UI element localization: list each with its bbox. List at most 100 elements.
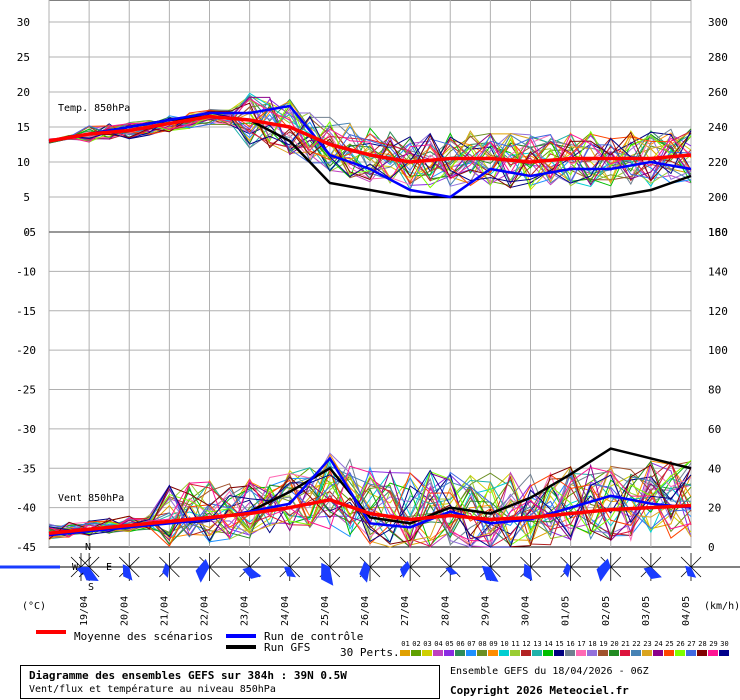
footer-copyright: Copyright 2026 Meteociel.fr [450, 684, 629, 697]
pert-legend-number: 16 [566, 640, 575, 648]
pert-legend-item: 20 [609, 640, 620, 660]
pert-legend-item: 28 [697, 640, 708, 660]
pert-legend-swatch [499, 650, 509, 656]
date-label: 25/04 [320, 596, 331, 626]
pert-legend-item: 15 [554, 640, 565, 660]
legend-gfs-label: Run GFS [264, 641, 311, 654]
date-label: 24/04 [280, 596, 291, 626]
pert-legend-swatch [708, 650, 718, 656]
pert-legend-swatch [719, 650, 729, 656]
pert-legend-item: 19 [598, 640, 609, 660]
pert-legend-swatch [543, 650, 553, 656]
pert-legend-item: 10 [499, 640, 510, 660]
pert-legend-number: 27 [687, 640, 696, 648]
wind-rose [476, 553, 505, 582]
pert-legend-swatch [422, 650, 432, 656]
wind-rose-fill [563, 562, 571, 578]
wind-rose [677, 553, 705, 581]
date-label: 03/05 [641, 596, 652, 626]
pert-legend-swatch [697, 650, 707, 656]
wind-right-tick: 60 [708, 423, 721, 436]
legend-pert-list: 01 02 03 04 05 06 07 08 09 10 11 12 13 14 15 16 17 18 19 20… [400, 640, 730, 660]
wind-rose-fill [162, 563, 170, 578]
pert-legend-item: 13 [532, 640, 543, 660]
wind-left-tick: -40 [16, 502, 36, 515]
pert-legend-number: 12 [522, 640, 531, 648]
wind-rose [356, 553, 384, 583]
pert-legend-number: 23 [643, 640, 652, 648]
pert-legend-number: 17 [577, 640, 586, 648]
temp-control-line [48, 104, 692, 199]
temp-perturbation-line [48, 102, 692, 189]
pert-legend-item: 30 [719, 640, 730, 660]
unit-left: (°C) [22, 601, 46, 612]
wind-right-tick: 120 [708, 305, 728, 318]
pert-legend-number: 19 [599, 640, 608, 648]
pert-legend-swatch [400, 650, 410, 656]
pert-legend-item: 21 [620, 640, 631, 660]
wind-left-tick: -20 [16, 344, 36, 357]
wind-rose [155, 553, 184, 581]
pert-legend-number: 18 [588, 640, 597, 648]
wind-rose [516, 553, 545, 581]
pert-legend-swatch [675, 650, 685, 656]
wind-perturbation-line [48, 470, 692, 547]
pert-legend-item: 02 [411, 640, 422, 660]
pert-legend-swatch [510, 650, 520, 656]
pert-legend-number: 24 [654, 640, 663, 648]
wind-control-line [48, 456, 692, 537]
pert-legend-number: 05 [445, 640, 454, 648]
temp-right-tick: 260 [708, 86, 728, 99]
pert-legend-item: 07 [466, 640, 477, 660]
footer-title: Diagramme des ensembles GEFS sur 384h : … [29, 669, 347, 682]
wind-left-tick: -25 [16, 384, 36, 397]
pert-legend-item: 08 [477, 640, 488, 660]
date-label: 02/05 [601, 596, 612, 626]
pert-legend-item: 25 [664, 640, 675, 660]
legend-gfs-swatch [226, 645, 256, 649]
pert-legend-swatch [554, 650, 564, 656]
pert-legend-item: 29 [708, 640, 719, 660]
wind-rose [396, 553, 425, 581]
pert-legend-item: 03 [422, 640, 433, 660]
compass-n: N [85, 542, 91, 553]
wind-right-tick: 20 [708, 502, 721, 515]
legend-perts-label: 30 Perts. [340, 646, 400, 659]
wind-left-tick: -45 [16, 541, 36, 554]
date-label: 30/04 [521, 596, 532, 626]
pert-legend-swatch [664, 650, 674, 656]
temp-left-tick: 5 [23, 191, 30, 204]
pert-legend-item: 27 [686, 640, 697, 660]
wind-rose [556, 553, 585, 581]
wind-perturbation-line [48, 464, 692, 548]
pert-legend-number: 06 [456, 640, 465, 648]
pert-legend-swatch [598, 650, 608, 656]
temp-left-tick: 20 [17, 86, 30, 99]
pert-legend-number: 26 [676, 640, 685, 648]
wind-rose-fill [481, 565, 499, 582]
pert-legend-number: 08 [478, 640, 487, 648]
pert-legend-swatch [455, 650, 465, 656]
wind-rose-fill [596, 558, 611, 582]
pert-legend-number: 29 [709, 640, 718, 648]
date-label: 19/04 [79, 596, 90, 626]
pert-legend-number: 09 [489, 640, 498, 648]
wind-right-tick: 100 [708, 344, 728, 357]
date-label: 04/05 [681, 596, 692, 626]
temp-perturbation-line [48, 112, 692, 184]
legend-control-label: Run de contrôle [264, 630, 364, 643]
legend-control-swatch [226, 634, 256, 638]
wind-rose [636, 553, 665, 581]
wind-perturbation-line [48, 459, 692, 547]
pert-legend-number: 11 [511, 640, 520, 648]
temp-left-tick: 10 [17, 156, 30, 169]
temp-right-tick: 180 [708, 226, 728, 239]
wind-rose [436, 553, 465, 581]
wind-panel-title: Vent 850hPa [58, 493, 124, 504]
pert-legend-number: 21 [621, 640, 630, 648]
date-label: 21/04 [159, 596, 170, 626]
pert-legend-swatch [609, 650, 619, 656]
wind-rose-fill [321, 562, 334, 586]
pert-legend-number: 20 [610, 640, 619, 648]
